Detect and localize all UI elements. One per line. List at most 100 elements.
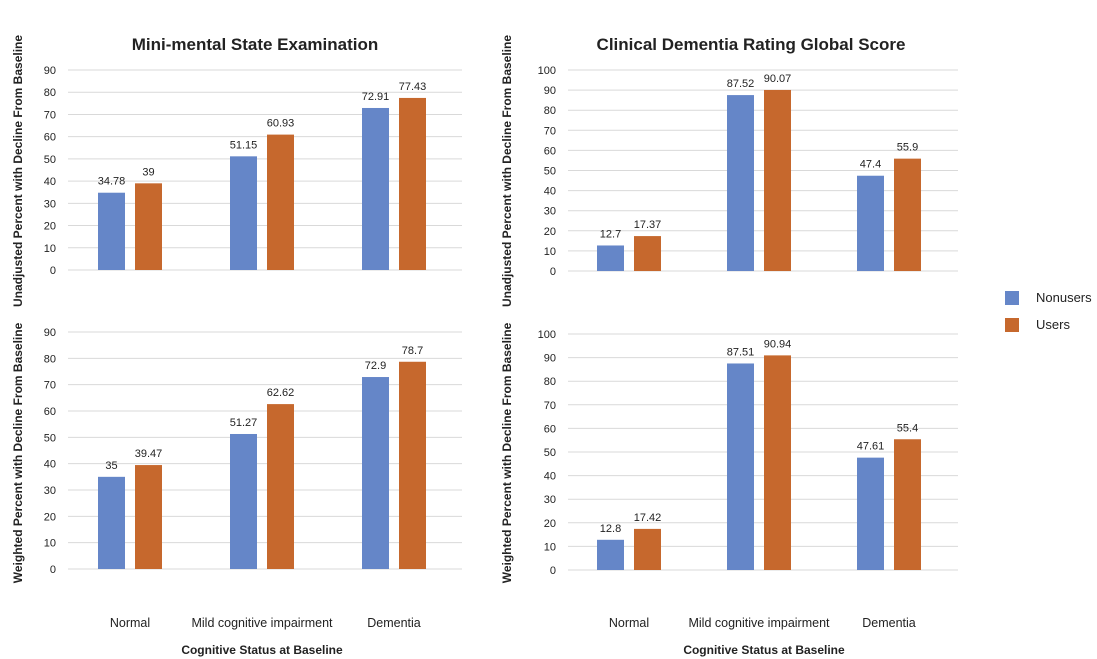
y-tick-label: 10: [544, 246, 556, 258]
y-tick-label: 90: [44, 65, 56, 77]
y-tick-label: 60: [544, 423, 556, 435]
bar-nonusers-1: [597, 539, 624, 570]
data-label: 72.9: [365, 360, 386, 372]
bar-nonusers-3: [362, 107, 389, 270]
y-tick-label: 60: [544, 145, 556, 157]
bar-nonusers-3: [362, 377, 389, 569]
y-tick-label: 90: [44, 327, 56, 339]
y-tick-label: 20: [44, 221, 56, 233]
y-tick-label: 100: [538, 65, 556, 77]
bar-users-2: [764, 355, 791, 570]
chart-title-right: Clinical Dementia Rating Global Score: [597, 35, 906, 54]
y-tick-label: 30: [44, 198, 56, 210]
y-tick-label: 20: [544, 226, 556, 238]
y-tick-label: 10: [44, 243, 56, 255]
x-category-label: Normal: [609, 616, 649, 630]
data-label: 90.07: [764, 73, 792, 85]
data-label: 60.93: [267, 118, 295, 130]
bar-users-1: [634, 236, 661, 271]
chart-panels: 0 10 20 30 40 50 60 70 80 90 Unadjusted Percent wi…: [11, 35, 958, 630]
chart-title-left: Mini-mental State Examination: [132, 35, 379, 54]
x-category-label: Mild cognitive impairment: [688, 616, 830, 630]
y-tick-label: 40: [544, 471, 556, 483]
y-tick-label: 0: [50, 265, 56, 277]
y-tick-label: 70: [44, 380, 56, 392]
y-axis-label: Unadjusted Percent with Decline From Bas…: [11, 35, 25, 307]
bar-nonusers-1: [98, 476, 125, 569]
bar-nonusers-2: [230, 156, 257, 270]
y-tick-label: 0: [550, 565, 556, 577]
bar-nonusers-2: [727, 95, 754, 271]
y-tick-label: 50: [44, 432, 56, 444]
bar-users-3: [894, 158, 921, 271]
data-label: 47.4: [860, 159, 881, 171]
data-label: 51.15: [230, 139, 258, 151]
y-tick-label: 90: [544, 85, 556, 97]
y-tick-label: 10: [44, 538, 56, 550]
x-category-label: Mild cognitive impairment: [191, 616, 333, 630]
y-tick-label: 80: [544, 376, 556, 388]
x-category-label: Dementia: [367, 616, 421, 630]
y-tick-label: 10: [544, 541, 556, 553]
bar-users-3: [399, 97, 426, 270]
y-tick-label: 80: [44, 353, 56, 365]
data-label: 12.7: [600, 228, 621, 240]
data-label: 35: [105, 460, 117, 472]
data-label: 39.47: [135, 448, 163, 460]
y-tick-label: 30: [544, 494, 556, 506]
y-tick-label: 50: [544, 166, 556, 178]
x-category-label: Normal: [110, 616, 150, 630]
bar-nonusers-1: [597, 245, 624, 271]
y-tick-label: 70: [544, 125, 556, 137]
legend: Nonusers Users: [1005, 290, 1092, 332]
y-tick-label: 40: [544, 186, 556, 198]
y-tick-label: 90: [544, 353, 556, 365]
bar-nonusers-3: [857, 175, 884, 271]
y-tick-label: 80: [544, 105, 556, 117]
bar-users-2: [764, 89, 791, 272]
data-label: 39: [142, 166, 154, 178]
data-label: 90.94: [764, 338, 792, 350]
bar-users-1: [634, 528, 661, 570]
data-label: 87.51: [727, 346, 755, 358]
y-tick-label: 30: [544, 206, 556, 218]
data-label: 17.42: [634, 512, 662, 524]
data-label: 87.52: [727, 78, 755, 90]
y-tick-label: 20: [44, 511, 56, 523]
legend-swatch-nonusers: [1005, 291, 1019, 305]
data-label: 72.91: [362, 91, 390, 103]
y-tick-label: 60: [44, 406, 56, 418]
bar-users-1: [135, 183, 162, 270]
y-tick-label: 100: [538, 329, 556, 341]
legend-label-nonusers: Nonusers: [1036, 290, 1092, 305]
bar-nonusers-2: [727, 363, 754, 570]
data-label: 12.8: [600, 523, 621, 535]
data-label: 77.43: [399, 81, 427, 93]
y-tick-label: 40: [44, 459, 56, 471]
y-tick-label: 50: [44, 154, 56, 166]
data-label: 47.61: [857, 441, 885, 453]
data-label: 55.9: [897, 142, 918, 154]
y-axis-label: Weighted Percent with Decline From Basel…: [11, 322, 25, 583]
chart-panel-1: 0 10 20 30 40 50 60 70 80 90 Unadjusted Percent wi…: [11, 35, 462, 307]
y-tick-label: 60: [44, 132, 56, 144]
data-label: 51.27: [230, 417, 258, 429]
x-category-label: Dementia: [862, 616, 916, 630]
y-tick-label: 0: [550, 266, 556, 278]
x-axis-label-right: Cognitive Status at Baseline: [683, 643, 845, 657]
data-label: 62.62: [267, 387, 295, 399]
chart-panel-3: 0 10 20 30 40 50 60 70 80 90 Weighted Percent with…: [11, 322, 462, 630]
y-tick-label: 40: [44, 176, 56, 188]
bar-users-3: [894, 439, 921, 570]
legend-swatch-users: [1005, 318, 1019, 332]
data-label: 55.4: [897, 422, 918, 434]
chart-panel-2: 0 10 20 30 40 50 60 70 80 90 100 Unadjusted Percent…: [500, 35, 958, 307]
bar-nonusers-2: [230, 433, 257, 569]
legend-label-users: Users: [1036, 317, 1070, 332]
bar-users-3: [399, 361, 426, 569]
bar-users-1: [135, 465, 162, 569]
bar-nonusers-3: [857, 457, 884, 570]
y-tick-label: 70: [544, 400, 556, 412]
chart-panel-4: 0 10 20 30 40 50 60 70 80 90 100 Weighted Percent w…: [500, 322, 958, 630]
